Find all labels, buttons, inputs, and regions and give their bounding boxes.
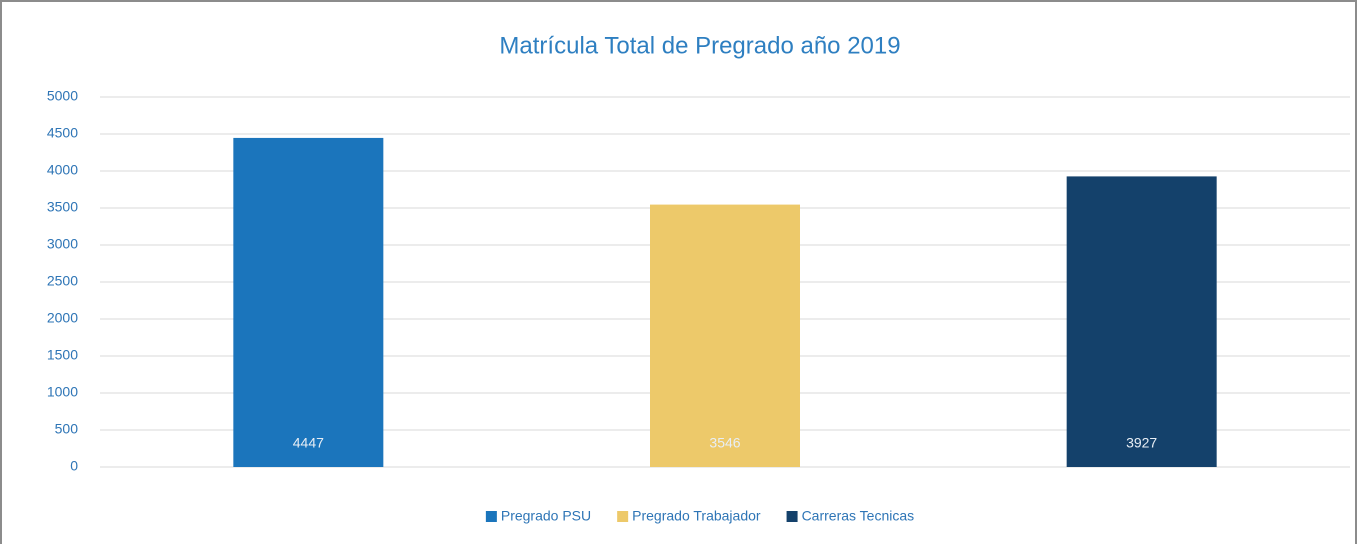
legend-swatch: [485, 511, 497, 522]
data-label: 3546: [709, 435, 740, 451]
y-tick-label: 5000: [47, 88, 78, 104]
y-tick-label: 1000: [47, 384, 78, 400]
y-tick-label: 2000: [47, 310, 78, 326]
y-tick-label: 2500: [47, 273, 78, 289]
y-tick-label: 1500: [47, 347, 78, 363]
y-tick-label: 3500: [47, 199, 78, 215]
y-tick-label: 4000: [47, 162, 78, 178]
legend-label: Pregrado PSU: [501, 508, 591, 524]
y-tick-label: 3000: [47, 236, 78, 252]
y-tick-label: 500: [55, 421, 79, 437]
bar: [650, 204, 800, 467]
bar: [233, 137, 384, 467]
legend-swatch: [617, 511, 629, 522]
data-label: 4447: [293, 435, 324, 451]
bar: [1066, 176, 1217, 468]
legend-label: Pregrado Trabajador: [632, 508, 761, 524]
data-label: 3927: [1126, 435, 1157, 451]
y-tick-label: 4500: [47, 125, 78, 141]
legend-swatch: [786, 511, 798, 522]
y-tick-label: 0: [70, 458, 78, 474]
chart-title: Matrícula Total de Pregrado año 2019: [499, 32, 900, 59]
legend-label: Carreras Tecnicas: [802, 508, 915, 524]
